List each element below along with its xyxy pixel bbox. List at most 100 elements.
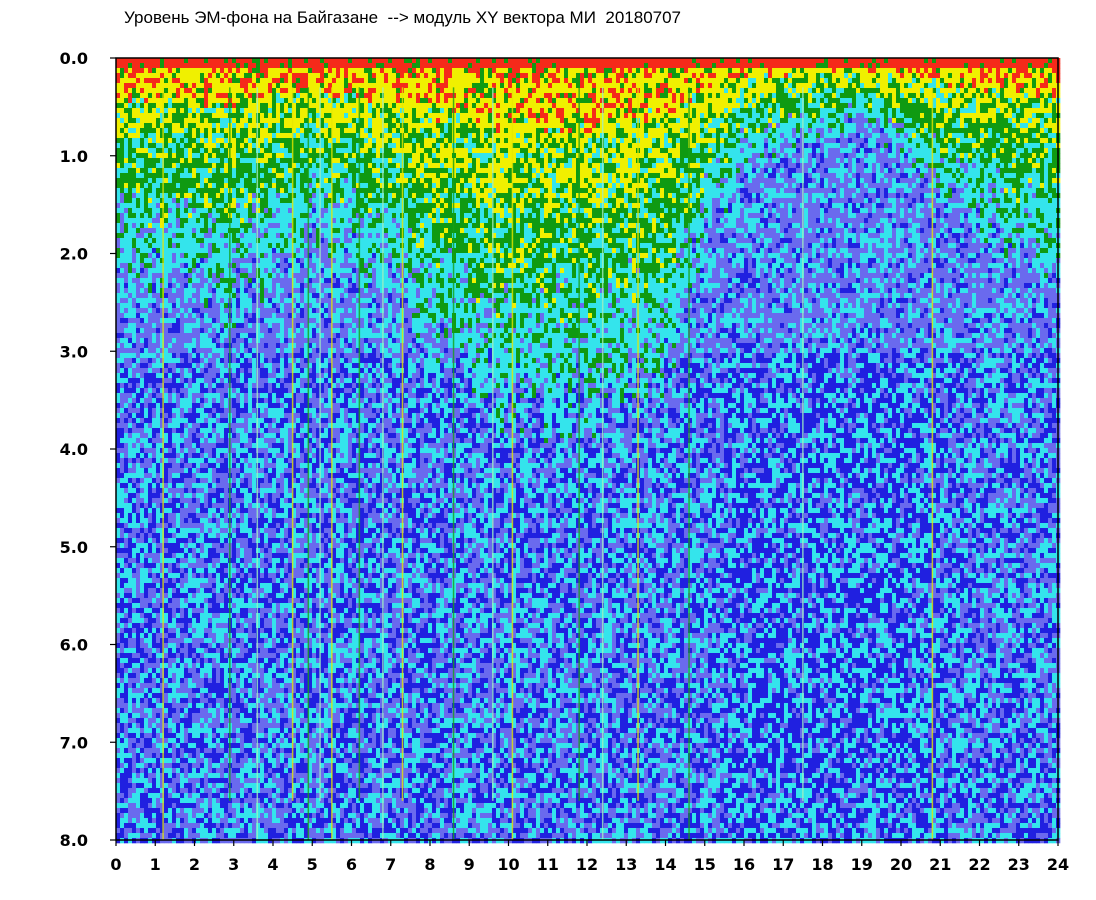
heatmap-cell	[236, 438, 240, 443]
heatmap-cell	[180, 448, 184, 453]
heatmap-cell	[192, 403, 196, 408]
heatmap-cell	[152, 343, 156, 348]
heatmap-cell	[216, 673, 220, 678]
heatmap-cell	[196, 153, 200, 158]
heatmap-cell	[188, 633, 192, 638]
heatmap-cell	[240, 553, 244, 558]
heatmap-cell	[140, 428, 144, 433]
heatmap-cell	[200, 513, 204, 518]
heatmap-cell	[232, 273, 236, 278]
heatmap-cell	[148, 813, 152, 818]
heatmap-cell	[164, 78, 168, 83]
heatmap-cell	[180, 598, 184, 603]
heatmap-cell	[212, 503, 216, 508]
heatmap-cell	[188, 73, 192, 78]
heatmap-cell	[232, 558, 236, 563]
heatmap-cell	[220, 338, 224, 343]
heatmap-cell	[192, 818, 196, 823]
heatmap-cell	[172, 508, 176, 513]
heatmap-cell	[188, 453, 192, 458]
heatmap-cell	[184, 83, 188, 88]
heatmap-cell	[232, 518, 236, 523]
heatmap-cell	[124, 518, 128, 523]
heatmap-cell	[132, 348, 136, 353]
heatmap-cell	[204, 823, 208, 828]
heatmap-cell	[216, 153, 220, 158]
heatmap-cell	[188, 478, 192, 483]
heatmap-cell	[204, 383, 208, 388]
heatmap-cell	[236, 553, 240, 558]
heatmap-cell	[196, 293, 200, 298]
heatmap-cell	[212, 458, 216, 463]
heatmap-cell	[124, 243, 128, 248]
heatmap-cell	[200, 748, 204, 753]
heatmap-cell	[240, 493, 244, 498]
heatmap-cell	[220, 418, 224, 423]
heatmap-cell	[144, 813, 148, 818]
heatmap-cell	[216, 273, 220, 278]
heatmap-cell	[192, 523, 196, 528]
heatmap-cell	[180, 238, 184, 243]
heatmap-cell	[192, 398, 196, 403]
heatmap-cell	[148, 383, 152, 388]
heatmap-cell	[180, 423, 184, 428]
heatmap-cell	[152, 288, 156, 293]
heatmap-cell	[128, 418, 132, 423]
heatmap-cell	[128, 653, 132, 658]
heatmap-cell	[184, 388, 188, 393]
heatmap-cell	[176, 643, 180, 648]
heatmap-cell	[136, 83, 140, 88]
heatmap-cell	[224, 258, 228, 263]
heatmap-cell	[184, 173, 188, 178]
heatmap-cell	[184, 518, 188, 523]
heatmap-cell	[140, 818, 144, 823]
heatmap-cell	[188, 623, 192, 628]
heatmap-cell	[200, 358, 204, 363]
heatmap-cell	[132, 133, 136, 138]
heatmap-cell	[164, 823, 168, 828]
heatmap-cell	[128, 823, 132, 828]
heatmap-cell	[240, 603, 244, 608]
heatmap-cell	[176, 753, 180, 758]
heatmap-cell	[136, 68, 140, 73]
heatmap-cell	[232, 798, 236, 803]
heatmap-cell	[184, 798, 188, 803]
heatmap-cell	[232, 633, 236, 638]
heatmap-cell	[164, 538, 168, 543]
heatmap-cell	[176, 143, 180, 148]
heatmap-cell	[184, 68, 188, 73]
heatmap-cell	[156, 793, 160, 798]
heatmap-cell	[220, 463, 224, 468]
heatmap-cell	[236, 113, 240, 118]
heatmap-cell	[236, 183, 240, 188]
heatmap-cell	[132, 128, 136, 133]
heatmap-cell	[232, 193, 236, 198]
heatmap-cell	[228, 828, 232, 833]
heatmap-cell	[176, 258, 180, 263]
heatmap-cell	[240, 558, 244, 563]
heatmap-cell	[172, 748, 176, 753]
heatmap-cell	[144, 203, 148, 208]
heatmap-cell	[180, 443, 184, 448]
heatmap-cell	[164, 608, 168, 613]
heatmap-cell	[168, 828, 172, 833]
heatmap-cell	[208, 588, 212, 593]
heatmap-cell	[204, 528, 208, 533]
heatmap-cell	[212, 408, 216, 413]
heatmap-cell	[152, 558, 156, 563]
heatmap-cell	[188, 128, 192, 133]
heatmap-cell	[168, 468, 172, 473]
heatmap-cell	[164, 268, 168, 273]
heatmap-cell	[232, 393, 236, 398]
heatmap-cell	[232, 113, 236, 118]
heatmap-cell	[236, 233, 240, 238]
heatmap-cell	[196, 383, 200, 388]
heatmap-cell	[120, 748, 124, 753]
heatmap-cell	[156, 518, 160, 523]
heatmap-cell	[140, 148, 144, 153]
heatmap-cell	[144, 663, 148, 668]
heatmap-cell	[176, 78, 180, 83]
heatmap-cell	[128, 368, 132, 373]
heatmap-cell	[168, 298, 172, 303]
heatmap-cell	[136, 58, 140, 63]
